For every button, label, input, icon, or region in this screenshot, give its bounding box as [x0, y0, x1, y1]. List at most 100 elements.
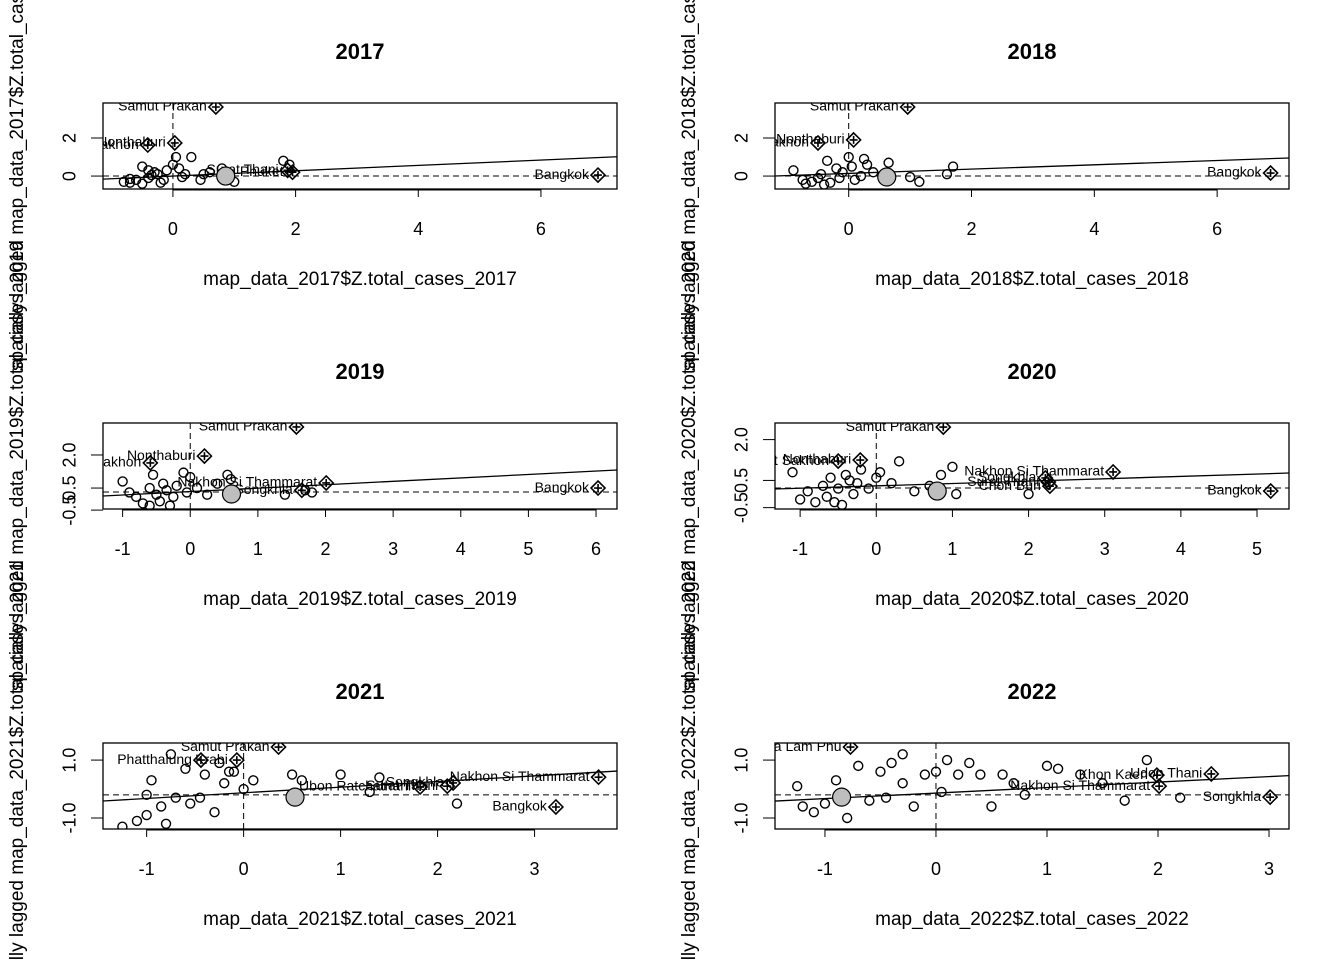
point — [209, 807, 220, 818]
influential-point — [192, 751, 210, 769]
point — [947, 161, 959, 172]
point — [155, 801, 167, 812]
influential-point — [196, 447, 213, 465]
x-tick-label: 3 — [388, 539, 398, 559]
x-tick-label: 2 — [433, 859, 443, 879]
influential-point — [284, 164, 301, 181]
point-label: Nonthaburi — [97, 134, 166, 150]
x-tick-label: 3 — [1264, 859, 1274, 879]
point — [185, 471, 196, 483]
y-tick-label: 1.0 — [60, 748, 80, 773]
highlight-point — [927, 481, 947, 501]
point — [1023, 488, 1034, 500]
x-tick-label: 6 — [1212, 219, 1222, 239]
plot-box — [102, 102, 618, 190]
y-axis-label: spatially lagged map_data_2017$Z.total_c… — [7, 0, 28, 371]
point — [143, 165, 154, 176]
point — [186, 151, 197, 163]
y-tick-label: 0.5 — [732, 468, 752, 493]
y-axis-label: spatially lagged map_data_2022$Z.total_c… — [679, 561, 700, 960]
point — [951, 488, 962, 500]
point — [141, 789, 152, 801]
point — [941, 754, 953, 766]
x-tick-label: 1 — [336, 859, 346, 879]
point — [228, 766, 240, 777]
point — [451, 798, 463, 809]
point — [212, 478, 223, 489]
point — [874, 467, 886, 478]
x-tick-label: 6 — [591, 539, 601, 559]
x-axis-label: map_data_2022$Z.total_cases_2022 — [875, 909, 1189, 930]
point-label: Bangkok — [1207, 482, 1262, 498]
point — [137, 178, 148, 189]
point — [219, 778, 230, 789]
point — [986, 801, 997, 812]
point — [1008, 778, 1019, 789]
point — [825, 472, 836, 483]
x-tick-label: 5 — [523, 539, 533, 559]
influential-point — [1040, 473, 1057, 491]
point-label: Khon Kaen — [1079, 766, 1148, 782]
plot-box — [774, 422, 1290, 510]
point-label: Samut Prakan — [810, 98, 899, 114]
point — [964, 757, 975, 769]
point — [914, 176, 925, 187]
y-tick-label: 1.0 — [732, 748, 752, 773]
point — [1052, 763, 1064, 774]
point — [296, 775, 308, 786]
panel-title: 2019 — [336, 359, 385, 384]
point-label: Nakhon Si Thammarat — [964, 463, 1104, 479]
influential-point — [842, 743, 859, 756]
y-axis-label: spatially lagged map_data_2020$Z.total_c… — [679, 241, 700, 691]
point — [146, 775, 157, 786]
y-axis-label: spatially lagged map_data_2018$Z.total_c… — [679, 0, 700, 371]
x-tick-label: 2 — [291, 219, 301, 239]
point — [821, 155, 833, 167]
influential-point — [1150, 778, 1168, 795]
x-tick-label: -1 — [817, 859, 833, 879]
point — [936, 786, 947, 798]
influential-point — [830, 452, 847, 470]
point — [124, 173, 136, 185]
influential-point — [1041, 478, 1059, 495]
plot-box — [102, 422, 618, 510]
influential-point — [411, 778, 429, 796]
x-axis-label: map_data_2021$Z.total_cases_2021 — [203, 909, 517, 930]
point — [1097, 778, 1108, 789]
point — [886, 757, 897, 769]
x-axis-label: map_data_2020$Z.total_cases_2020 — [875, 589, 1189, 610]
regression-line — [775, 157, 1289, 177]
influential-point — [589, 479, 607, 497]
point — [817, 480, 829, 492]
x-tick-label: 4 — [1176, 539, 1186, 559]
point — [143, 172, 154, 184]
point — [191, 482, 203, 494]
point — [141, 809, 152, 821]
point — [935, 469, 947, 481]
influential-point — [590, 769, 607, 786]
point — [997, 769, 1008, 780]
point-label: Surat Thani — [366, 777, 438, 793]
point-label: Samut Sakhon — [47, 136, 139, 152]
point-label: Samut Sakhon — [49, 454, 141, 470]
y-tick-label: 0 — [60, 171, 80, 181]
point — [837, 167, 848, 178]
point-label: Samut Prakan — [181, 738, 270, 754]
point-label: Samut Prakan — [199, 418, 288, 434]
point — [170, 792, 181, 803]
point — [843, 151, 854, 163]
regression-line — [103, 770, 617, 802]
point — [117, 476, 128, 487]
highlight-point — [877, 167, 897, 187]
point — [819, 798, 831, 809]
point — [161, 165, 172, 176]
point-label: Nonthaburi — [783, 451, 852, 467]
point — [179, 168, 191, 180]
point — [118, 176, 130, 187]
point — [853, 760, 864, 772]
point-label: Nonthaburi — [127, 447, 196, 463]
point-label: Nakhon Si Thammarat — [1010, 777, 1150, 793]
influential-point — [1203, 765, 1220, 783]
panel-title: 2018 — [1008, 39, 1057, 64]
